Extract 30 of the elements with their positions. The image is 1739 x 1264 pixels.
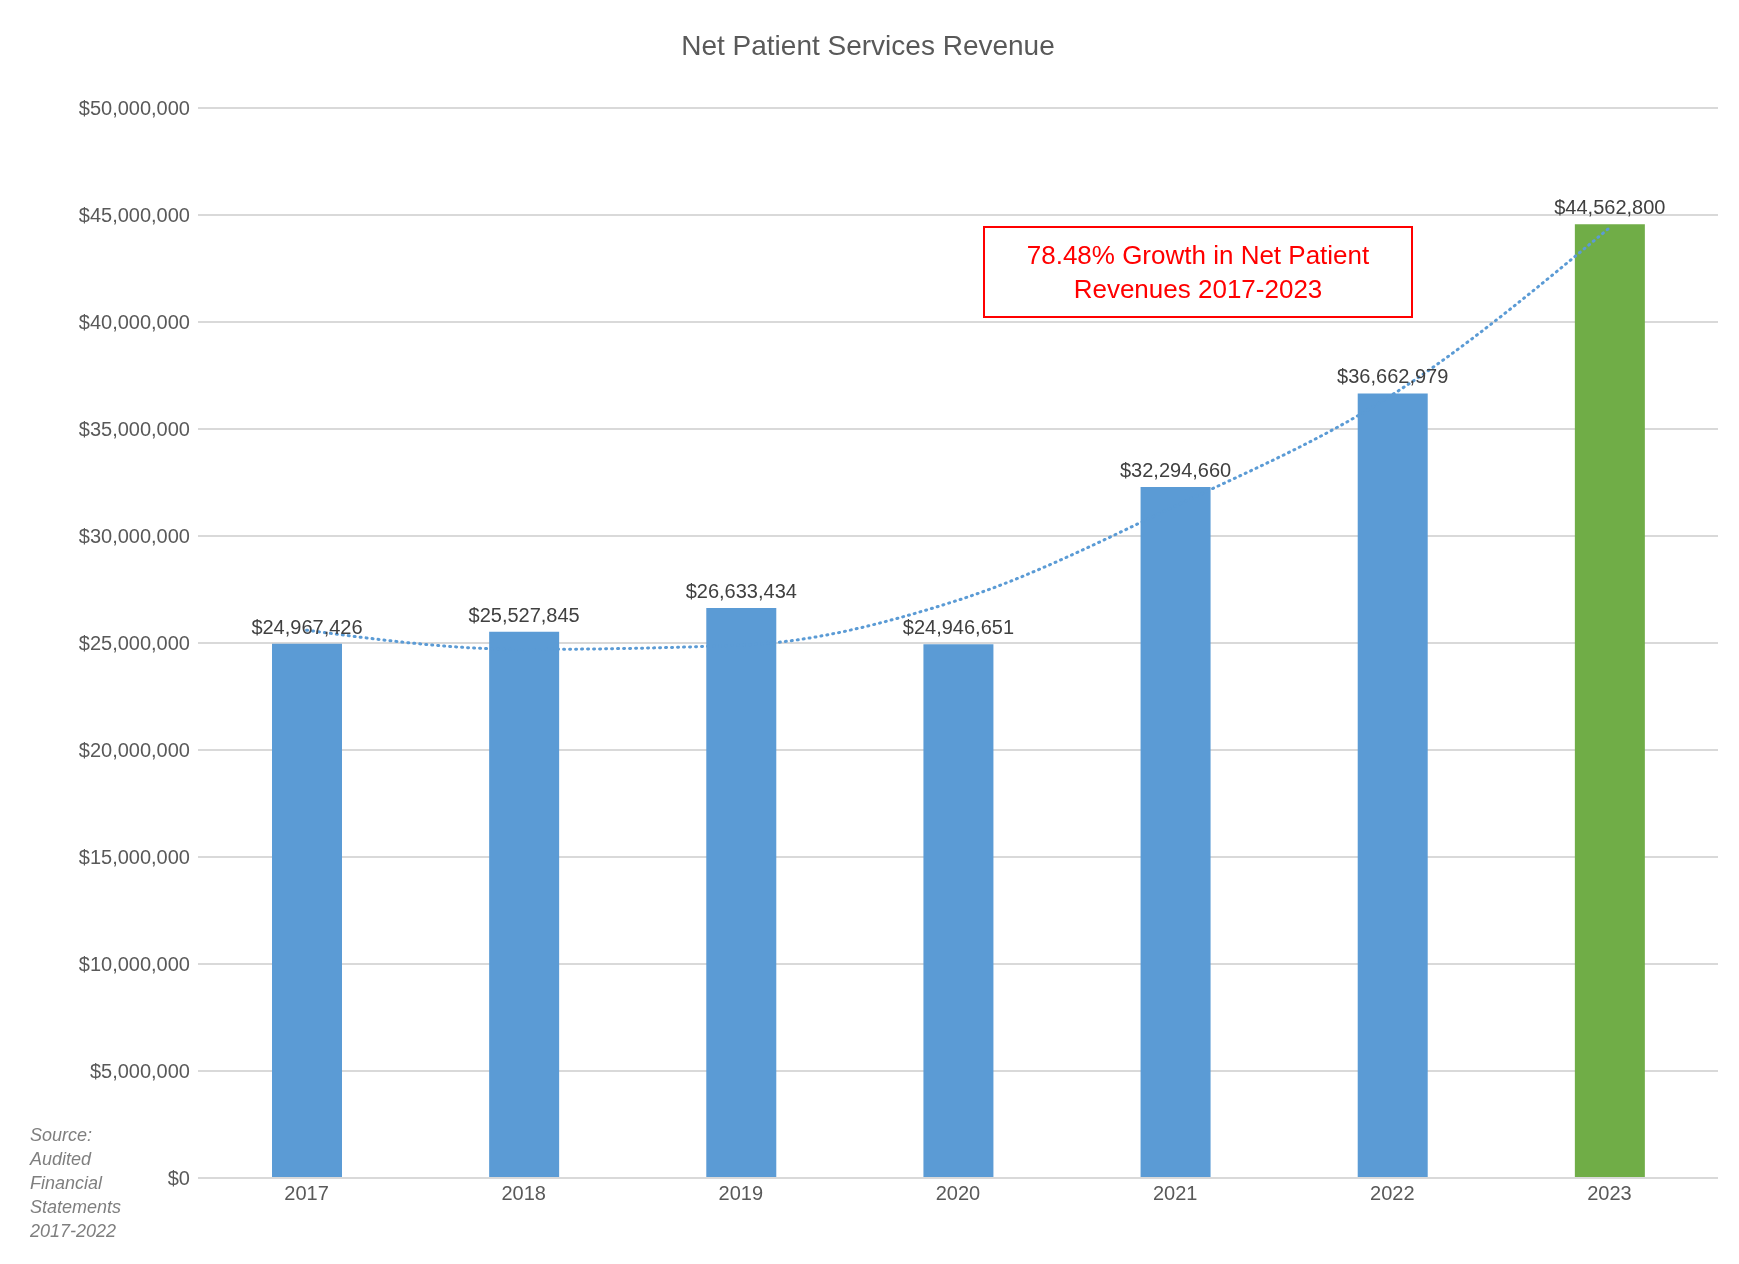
- source-note: Source: Audited Financial Statements 2017-2022: [30, 1124, 123, 1243]
- y-tick-label: $0: [167, 1167, 190, 1190]
- x-tick-label: 2020: [935, 1182, 981, 1205]
- y-tick-label: $50,000,000: [78, 97, 190, 120]
- y-tick-label: $30,000,000: [78, 525, 190, 548]
- x-tick-label: 2022: [1370, 1182, 1415, 1205]
- data-label: $24,967,426: [251, 615, 363, 638]
- y-tick-label: $35,000,000: [78, 418, 190, 441]
- data-label: $26,633,434: [685, 580, 797, 603]
- bar: [923, 644, 994, 1178]
- x-tick-label: 2023: [1587, 1182, 1632, 1205]
- data-label: $24,946,651: [902, 616, 1015, 639]
- y-tick-label: $45,000,000: [78, 204, 190, 227]
- x-tick-label: 2017: [284, 1182, 329, 1205]
- x-tick-label: 2019: [718, 1182, 764, 1205]
- y-tick-label: $25,000,000: [78, 632, 190, 655]
- annotation: 78.48% Growth in Net Patient Revenues 2017-2023: [983, 226, 1413, 318]
- y-tick-label: $10,000,000: [78, 953, 190, 976]
- y-tick-label: $5,000,000: [89, 1060, 190, 1083]
- y-tick-label: $40,000,000: [78, 311, 190, 334]
- bar: [1574, 224, 1645, 1178]
- bar: [272, 643, 342, 1178]
- data-label: $32,294,660: [1119, 458, 1232, 481]
- data-label: $25,527,845: [468, 603, 580, 626]
- chart-title: Net Patient Services Revenue: [680, 30, 1056, 62]
- y-tick-label: $20,000,000: [78, 739, 190, 762]
- y-tick-label: $15,000,000: [78, 846, 190, 869]
- data-label: $44,562,800: [1554, 196, 1666, 219]
- x-tick-label: 2021: [1152, 1182, 1198, 1205]
- x-tick-label: 2018: [501, 1182, 546, 1205]
